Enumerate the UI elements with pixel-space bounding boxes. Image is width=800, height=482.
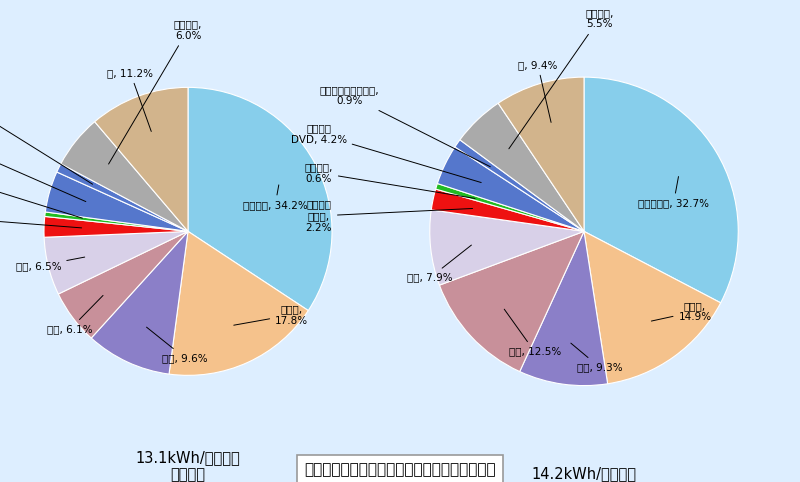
Text: テレビ・
DVD, 4.2%: テレビ・ DVD, 4.2% — [290, 123, 482, 183]
Wedge shape — [94, 87, 188, 231]
Wedge shape — [439, 231, 584, 372]
Wedge shape — [57, 164, 188, 231]
Wedge shape — [430, 210, 584, 285]
Wedge shape — [498, 77, 584, 231]
Text: 洗濯機・
乾燥機,
2.2%: 洗濯機・ 乾燥機, 2.2% — [306, 200, 473, 232]
Wedge shape — [460, 103, 584, 231]
Wedge shape — [438, 147, 584, 231]
Text: 冷蔵庫,
14.9%: 冷蔵庫, 14.9% — [651, 301, 712, 322]
Wedge shape — [455, 140, 584, 231]
Wedge shape — [436, 184, 584, 231]
Text: 冷蔵庫,
17.8%: 冷蔵庫, 17.8% — [234, 304, 308, 326]
Wedge shape — [188, 87, 332, 310]
Wedge shape — [45, 212, 188, 231]
Text: 炊事, 6.5%: 炊事, 6.5% — [16, 257, 85, 271]
Wedge shape — [520, 231, 608, 386]
Text: 13.1kWh/世帯・日
（夏季）: 13.1kWh/世帯・日 （夏季） — [136, 450, 240, 482]
Wedge shape — [169, 231, 308, 375]
Wedge shape — [44, 231, 188, 294]
Text: 温水便座,
0.6%: 温水便座, 0.6% — [305, 162, 475, 199]
Text: 照明, 9.3%: 照明, 9.3% — [571, 343, 622, 372]
Wedge shape — [91, 231, 188, 374]
Text: 待機電力,
6.0%: 待機電力, 6.0% — [109, 19, 202, 164]
Wedge shape — [58, 231, 188, 338]
Wedge shape — [44, 216, 188, 237]
Text: 照明, 9.6%: 照明, 9.6% — [146, 327, 208, 363]
Text: エアコン等, 32.7%: エアコン等, 32.7% — [638, 176, 709, 209]
Text: パソコン・ルーター,
1.0%: パソコン・ルーター, 1.0% — [0, 91, 93, 184]
Text: 給湯, 12.5%: 給湯, 12.5% — [504, 309, 561, 357]
Wedge shape — [584, 77, 738, 303]
Wedge shape — [431, 189, 584, 231]
Text: パソコン・ルーター,
0.9%: パソコン・ルーター, 0.9% — [320, 85, 490, 167]
Text: 炊事, 7.9%: 炊事, 7.9% — [407, 245, 471, 282]
Text: 他, 9.4%: 他, 9.4% — [518, 60, 558, 122]
Text: 14.2kWh/世帯・日
（冬季）: 14.2kWh/世帯・日 （冬季） — [531, 466, 637, 482]
Text: 家庭における家電製品の一日での電力消費割合: 家庭における家電製品の一日での電力消費割合 — [304, 462, 496, 477]
Text: 待機電力,
5.5%: 待機電力, 5.5% — [509, 8, 614, 149]
Text: 給湯, 6.1%: 給湯, 6.1% — [47, 295, 103, 335]
Text: 他, 11.2%: 他, 11.2% — [107, 68, 154, 132]
Wedge shape — [584, 231, 721, 384]
Text: エアコン, 34.2%: エアコン, 34.2% — [242, 185, 307, 211]
Text: 温水便座,
0.5%: 温水便座, 0.5% — [0, 163, 82, 218]
Wedge shape — [61, 121, 188, 231]
Wedge shape — [46, 172, 188, 231]
Text: テレビ・
DVD, 4.6%: テレビ・ DVD, 4.6% — [0, 127, 86, 201]
Text: 洗濯機・
乾燥機,
2.3%: 洗濯機・ 乾燥機, 2.3% — [0, 201, 82, 234]
